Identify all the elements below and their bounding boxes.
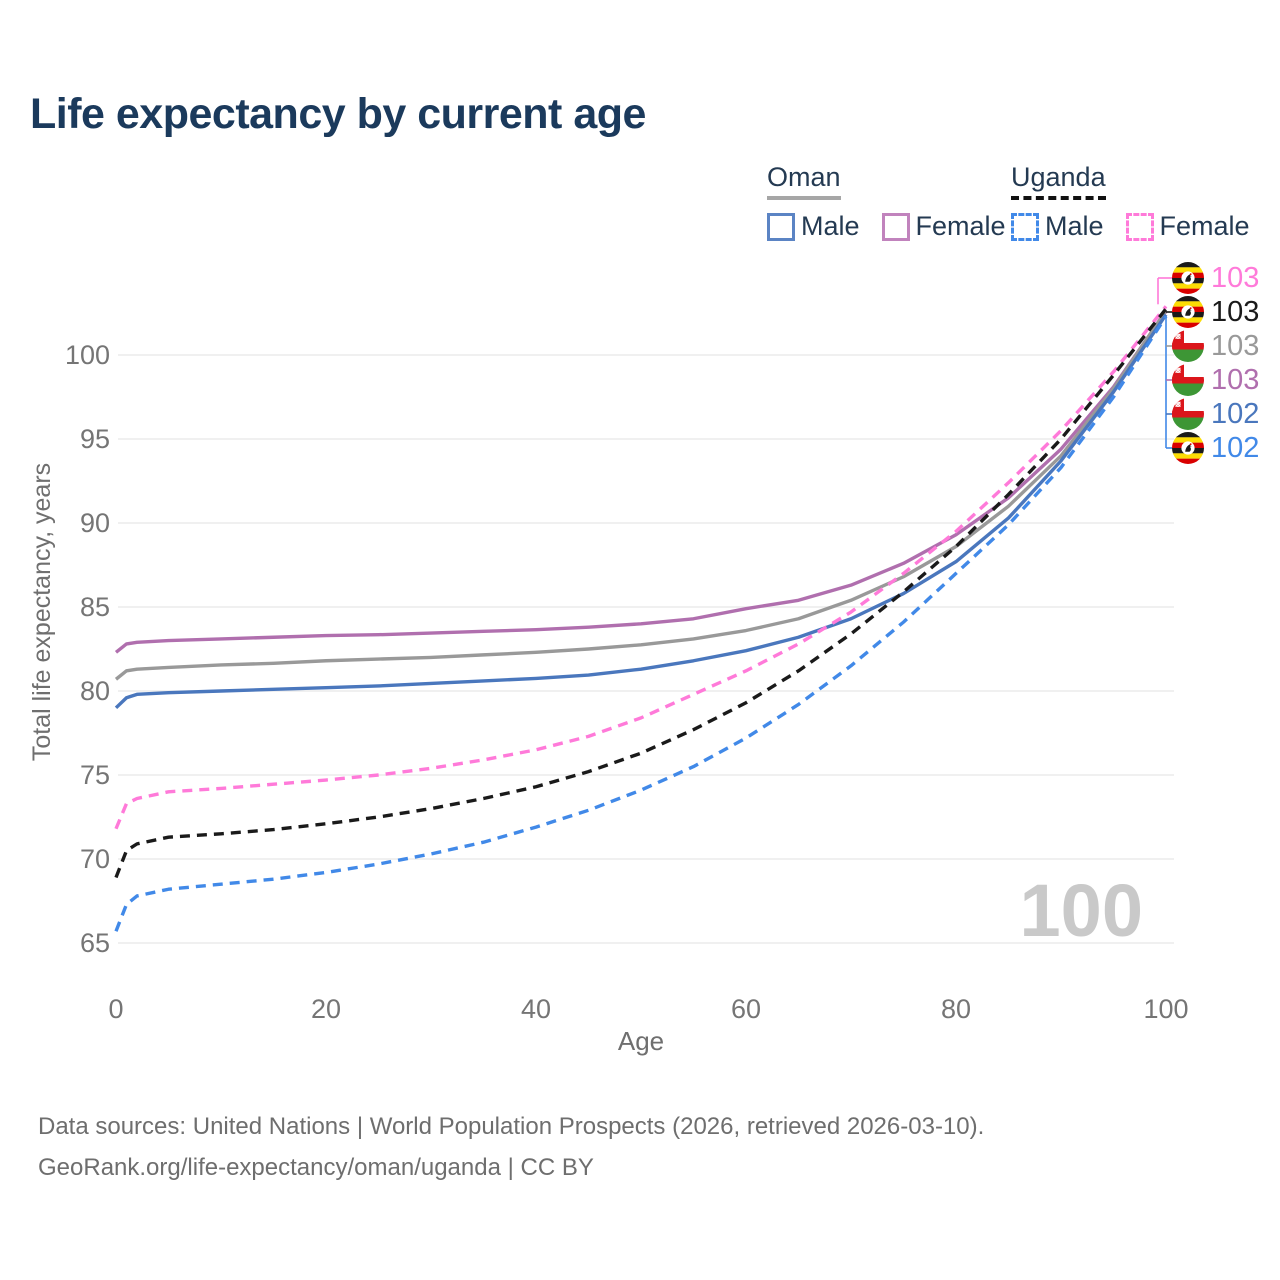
oman-flag-icon (1172, 398, 1204, 430)
legend-swatch-oman-male[interactable] (767, 212, 795, 241)
footer: Data sources: United Nations | World Pop… (38, 1106, 984, 1188)
y-tick-75: 75 (79, 760, 110, 790)
end-label-value: 103 (1211, 330, 1260, 362)
end-label-oman-male: 102 (1172, 398, 1259, 430)
x-tick-20: 20 (310, 994, 342, 1024)
y-tick-90: 90 (79, 508, 110, 538)
legend-label-uganda-female[interactable]: Female (1159, 211, 1250, 241)
oman-flag-icon (1172, 330, 1204, 362)
y-tick-85: 85 (79, 592, 110, 622)
legend-country-oman[interactable]: Oman (767, 162, 841, 200)
uganda-flag-icon (1172, 296, 1204, 328)
y-tick-100: 100 (64, 340, 110, 370)
legend-swatch-uganda-male[interactable] (1011, 212, 1039, 241)
x-tick-60: 60 (730, 994, 762, 1024)
series-line-oman[interactable] (114, 309, 1168, 681)
footer-data-sources: Data sources: United Nations | World Pop… (38, 1113, 985, 1140)
x-tick-80: 80 (940, 994, 972, 1024)
end-label-value: 103 (1211, 262, 1260, 294)
end-label-value: 103 (1211, 296, 1260, 328)
series-line-oman-male[interactable] (114, 313, 1168, 710)
x-tick-40: 40 (520, 994, 552, 1024)
end-label-uganda-male: 102 (1172, 432, 1259, 464)
legend-swatch-uganda-female[interactable] (1125, 212, 1154, 241)
x-axis-title: Age (617, 1026, 665, 1056)
oman-flag-icon (1172, 364, 1204, 396)
series-line-uganda-female[interactable] (114, 305, 1168, 830)
legend-label-oman-male[interactable]: Male (801, 211, 860, 241)
end-label-value: 102 (1211, 432, 1260, 464)
x-tick-0: 0 (108, 994, 124, 1024)
uganda-flag-icon (1172, 262, 1204, 294)
legend-country-uganda[interactable]: Uganda (1011, 162, 1106, 200)
legend-group-oman: Oman Male Female (767, 162, 1006, 242)
end-label-oman-overall: 103 (1172, 330, 1259, 362)
legend-label-oman-female[interactable]: Female (915, 211, 1006, 241)
series-line-oman-female[interactable] (114, 310, 1168, 654)
end-label-uganda-female: 103 (1172, 262, 1259, 294)
x-tick-100: 100 (1143, 994, 1189, 1024)
y-tick-80: 80 (79, 676, 110, 706)
end-label-value: 102 (1211, 398, 1260, 430)
legend-group-uganda: Uganda Male Female (1011, 162, 1250, 242)
page-title: Life expectancy by current age (30, 90, 646, 138)
y-tick-70: 70 (79, 844, 110, 874)
y-tick-65: 65 (79, 928, 110, 958)
age-counter-watermark: 100 (1019, 869, 1143, 952)
y-tick-95: 95 (79, 424, 110, 454)
end-label-oman-female: 103 (1172, 364, 1259, 396)
footer-attribution: GeoRank.org/life-expectancy/oman/uganda … (38, 1154, 594, 1181)
end-label-uganda-overall: 103 (1172, 296, 1259, 328)
uganda-flag-icon (1172, 432, 1204, 464)
series-line-uganda[interactable] (114, 307, 1168, 879)
series-line-uganda-male[interactable] (114, 315, 1168, 932)
legend-swatch-oman-female[interactable] (881, 212, 910, 241)
end-label-value: 103 (1211, 364, 1260, 396)
legend-label-uganda-male[interactable]: Male (1045, 211, 1104, 241)
